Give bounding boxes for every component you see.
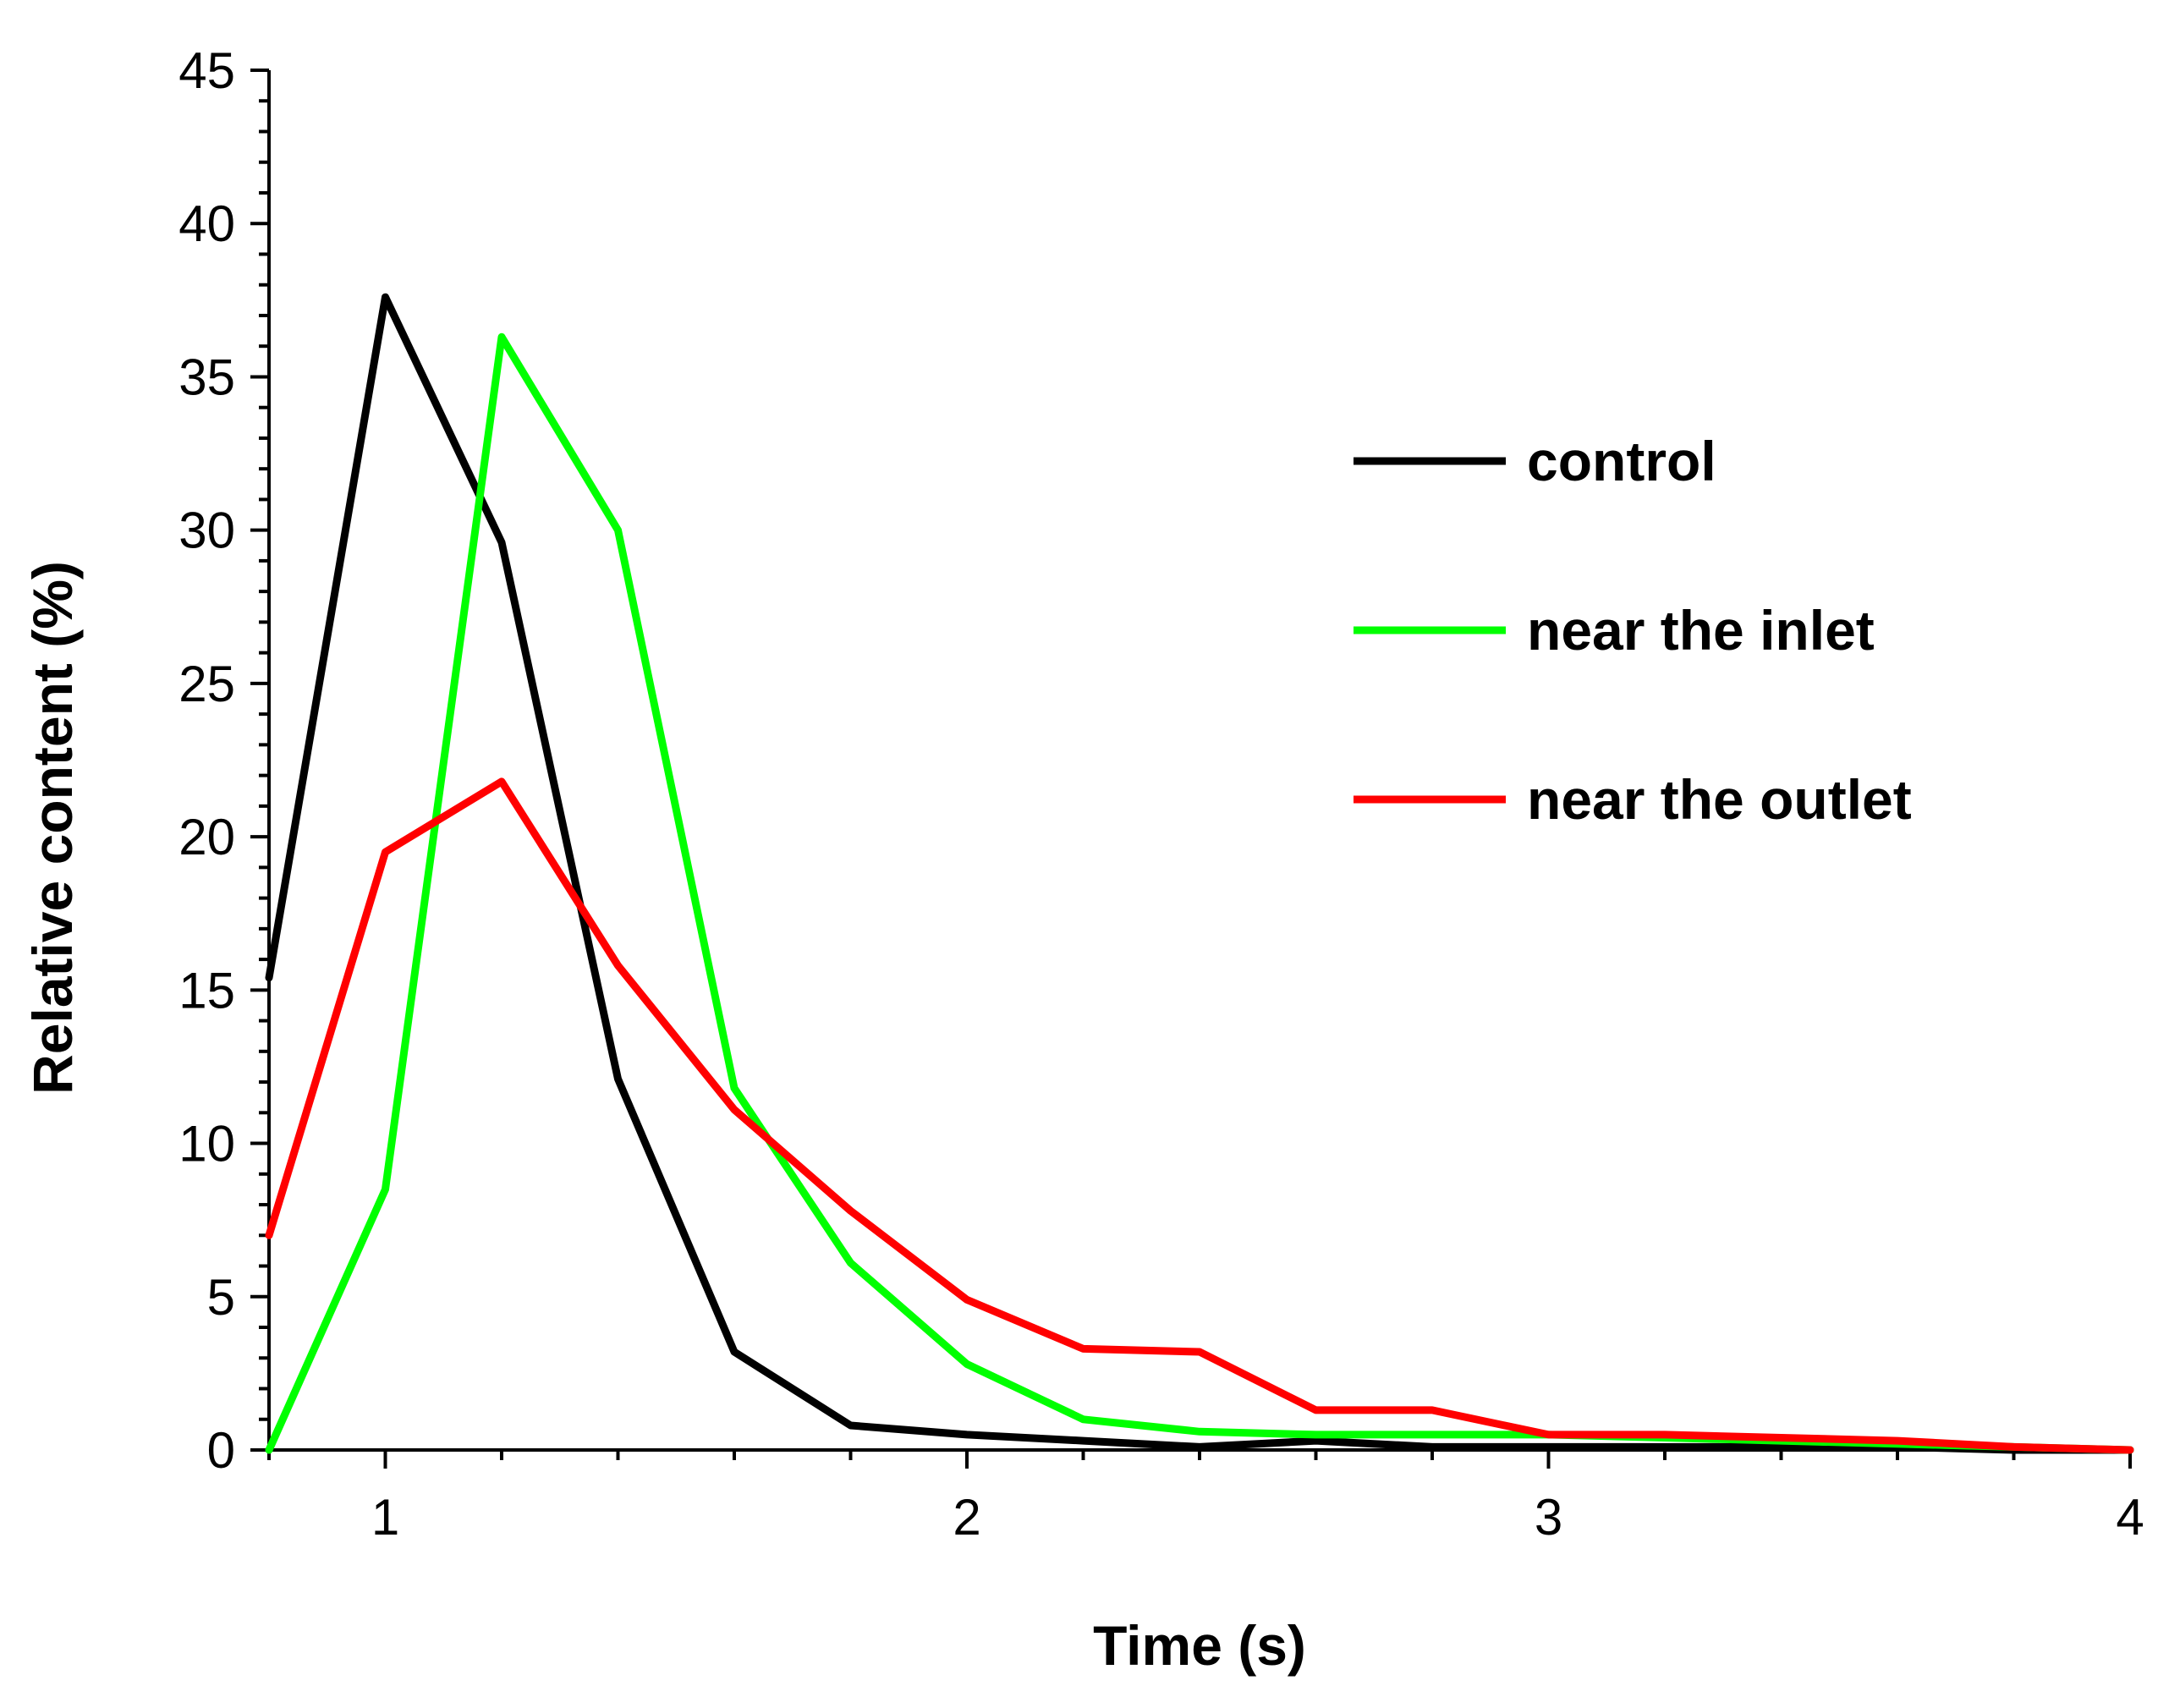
series-line-control xyxy=(265,293,2134,1454)
y-tick-label: 0 xyxy=(207,1422,235,1479)
y-tick-label: 30 xyxy=(178,503,235,559)
y-axis-title: Relative content (%) xyxy=(21,561,84,1095)
y-tick-label: 40 xyxy=(178,195,235,252)
ticks xyxy=(250,69,2132,1469)
legend: control near the inlet near the outlet xyxy=(1354,430,1912,831)
y-tick-label: 10 xyxy=(178,1116,235,1173)
y-tick-label: 25 xyxy=(178,656,235,712)
series-group xyxy=(265,293,2134,1454)
y-tick-label: 45 xyxy=(178,42,235,99)
series-line-near-the-outlet xyxy=(265,777,2134,1454)
x-tick-label: 4 xyxy=(2116,1489,2144,1546)
y-tick-label: 15 xyxy=(178,962,235,1019)
legend-label: near the outlet xyxy=(1527,768,1912,831)
y-tick-label: 5 xyxy=(207,1269,235,1326)
x-tick-label: 1 xyxy=(371,1489,399,1546)
y-tick-label: 35 xyxy=(178,349,235,405)
tick-labels: 0 5 10 15 20 25 30 35 40 45 1 2 3 4 xyxy=(178,42,2144,1546)
legend-label: near the inlet xyxy=(1527,599,1875,662)
series-line-near-the-inlet xyxy=(265,332,2134,1454)
x-axis-title: Time (s) xyxy=(1093,1614,1306,1677)
x-tick-label: 3 xyxy=(1535,1489,1562,1546)
legend-label: control xyxy=(1527,430,1716,492)
y-tick-label: 20 xyxy=(178,809,235,865)
x-tick-label: 2 xyxy=(953,1489,980,1546)
